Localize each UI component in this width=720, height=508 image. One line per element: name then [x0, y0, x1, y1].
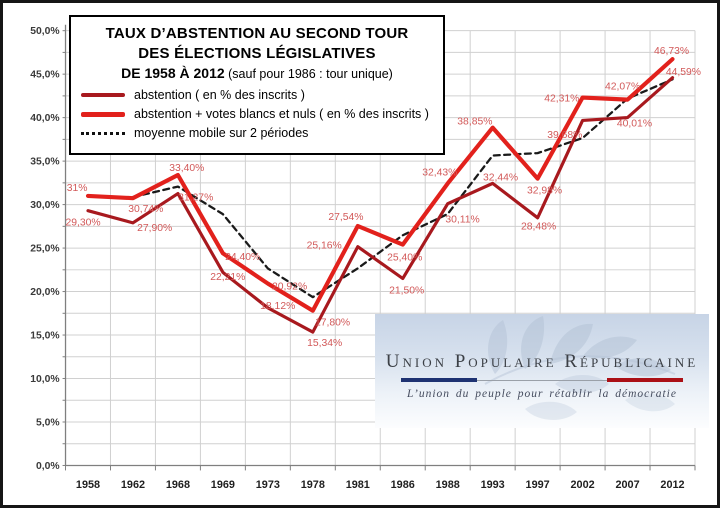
data-label: 21,50% — [389, 285, 424, 296]
chart-title-line3: DE 1958 À 2012 (sauf pour 1986 : tour un… — [79, 64, 435, 84]
data-label: 29,30% — [65, 218, 100, 229]
upr-logo: Union Populaire Républicaine L’union du … — [375, 314, 709, 428]
data-label: 30,74% — [128, 204, 163, 215]
data-label: 27,90% — [137, 223, 172, 234]
series-line-2 — [131, 78, 674, 299]
x-axis-label: 2002 — [571, 479, 595, 491]
x-axis-label: 1968 — [166, 479, 190, 491]
data-label: 25,16% — [307, 241, 342, 252]
legend-items: abstention ( en % des inscrits ) abstent… — [79, 88, 435, 140]
data-label: 31% — [67, 183, 88, 194]
x-axis-label: 1962 — [121, 479, 145, 491]
legend-label: abstention + votes blancs et nuls ( en %… — [134, 107, 429, 122]
y-axis-label: 15,0% — [30, 330, 59, 341]
data-label: 32,98% — [527, 185, 562, 196]
data-label: 24,40% — [225, 252, 260, 263]
chart-title-line1: TAUX D’ABSTENTION AU SECOND TOUR — [105, 25, 409, 42]
chart-title-range: DE 1958 À 2012 — [121, 64, 225, 81]
legend-item-moyenne-mobile: moyenne mobile sur 2 périodes — [81, 126, 435, 140]
tricolor-rule — [401, 378, 683, 382]
legend-label: abstention ( en % des inscrits ) — [134, 88, 305, 103]
x-axis-label: 1969 — [211, 479, 235, 491]
x-axis-label: 1988 — [436, 479, 460, 491]
data-label: 15,34% — [307, 338, 342, 349]
x-axis-label: 1997 — [526, 479, 550, 491]
data-label: 44,59% — [666, 67, 701, 78]
y-axis-label: 30,0% — [30, 200, 59, 211]
y-axis-label: 50,0% — [30, 26, 59, 37]
laurel-leaves-icon — [484, 316, 676, 420]
y-axis-label: 10,0% — [30, 374, 59, 385]
upr-logo-title: Union Populaire Républicaine — [385, 351, 699, 372]
y-axis-label: 40,0% — [30, 113, 59, 124]
data-label: 40,01% — [617, 118, 652, 129]
x-axis-label: 2007 — [615, 479, 639, 491]
data-label: 46,73% — [654, 46, 689, 57]
data-label: 38,85% — [457, 117, 492, 128]
x-axis-label: 1978 — [301, 479, 325, 491]
y-axis-label: 35,0% — [30, 157, 59, 168]
abstention-line-chart: 50,0% 45,0% 40,0% 35,0% 30,0% 25,0% 20,0% 15,0%… — [30, 24, 701, 491]
y-axis-label: 25,0% — [30, 244, 59, 255]
data-label: 22,21% — [210, 272, 245, 283]
data-label: 25,40% — [387, 252, 422, 263]
x-axis-label: 1986 — [391, 479, 415, 491]
data-label: 17,80% — [315, 318, 350, 329]
data-label: 27,54% — [328, 212, 363, 223]
data-label: 42,31% — [544, 93, 579, 104]
legend-label: moyenne mobile sur 2 périodes — [134, 126, 309, 141]
data-label: 30,11% — [445, 214, 479, 225]
data-label: 28,48% — [521, 222, 556, 233]
x-axis-label: 1958 — [76, 479, 100, 491]
y-axis-label: 5,0% — [36, 417, 60, 428]
legend-dotted-swatch — [81, 131, 125, 135]
upr-logo-content: Union Populaire Républicaine L’union du … — [375, 314, 709, 400]
tricolor-blue-segment — [401, 378, 478, 382]
data-label: 32,43% — [422, 168, 457, 179]
chart-title-note: (sauf pour 1986 : tour unique) — [224, 66, 393, 81]
upr-logo-subtitle: L’union du peuple pour rétablir la démoc… — [407, 388, 677, 400]
y-axis-label: 45,0% — [30, 70, 59, 81]
data-label: 20,92% — [272, 281, 307, 292]
legend-item-abstention-blancs: abstention + votes blancs et nuls ( en %… — [81, 107, 435, 121]
y-axis-label: 20,0% — [30, 287, 59, 298]
legend-line-swatch-darkred — [81, 93, 125, 98]
series-line-1 — [85, 57, 675, 313]
legend-box: TAUX D’ABSTENTION AU SECOND TOUR DES ÉLE… — [69, 15, 445, 156]
x-axis-label: 1973 — [256, 479, 280, 491]
tricolor-red-segment — [606, 378, 683, 382]
tricolor-gray-segment — [477, 379, 607, 381]
chart-title-line2: DES ÉLECTIONS LÉGISLATIVES — [138, 44, 376, 62]
chart-title: TAUX D’ABSTENTION AU SECOND TOUR DES ÉLE… — [79, 24, 435, 83]
data-label: 32,44% — [483, 172, 518, 183]
y-axis-label: 0,0% — [36, 461, 60, 472]
legend-item-abstention: abstention ( en % des inscrits ) — [81, 88, 435, 102]
x-axis-label: 2012 — [660, 479, 684, 491]
series-line-0 — [86, 76, 675, 334]
data-label: 42,07% — [605, 82, 640, 93]
data-label: 33,40% — [169, 163, 204, 174]
x-axis-label: 1981 — [346, 479, 370, 491]
legend-line-swatch-red — [81, 111, 125, 117]
data-label: 18,12% — [260, 301, 295, 312]
data-label: 39,68% — [547, 130, 582, 141]
data-label: 31,27% — [178, 192, 213, 203]
x-axis-label: 1993 — [481, 479, 505, 491]
